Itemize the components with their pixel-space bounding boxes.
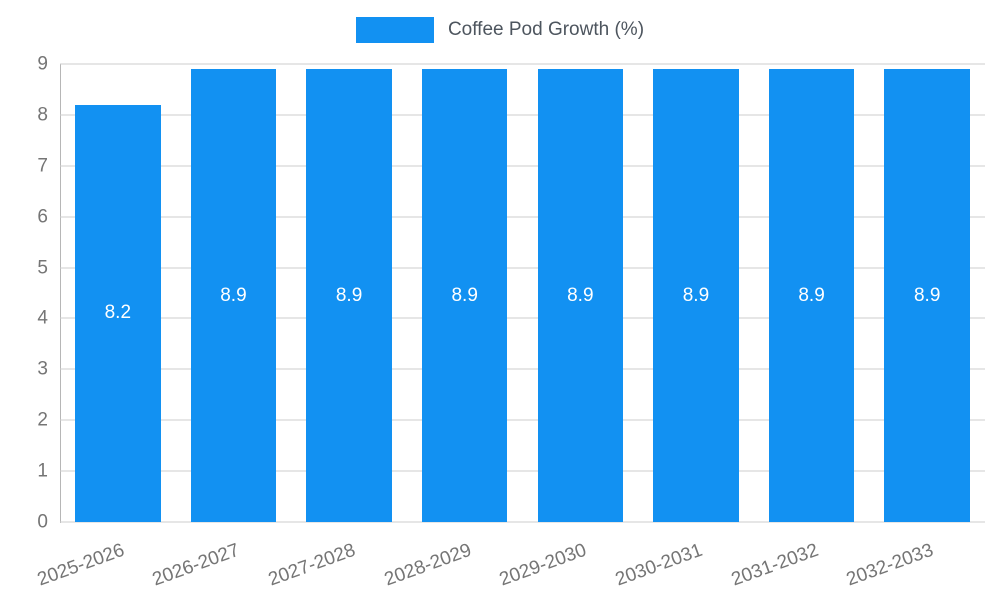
bar-value-label: 8.9 xyxy=(451,284,478,306)
x-tick-label: 2031-2032 xyxy=(728,539,821,591)
gridline xyxy=(60,165,985,167)
bar-value-label: 8.2 xyxy=(104,302,132,324)
x-tick-label: 2025-2026 xyxy=(34,539,128,591)
bar-value-label: 8.9 xyxy=(220,284,247,306)
bar-2027-2028[interactable]: 8.9 xyxy=(306,69,392,522)
x-axis: 2025-2026 2026-2027 2027-2028 2028-2029 2029… xyxy=(35,530,985,600)
bar-value-label: 8.9 xyxy=(567,284,594,306)
bar-value-label: 8.9 xyxy=(798,284,825,306)
gridline xyxy=(60,267,985,269)
bar-2030-2031[interactable]: 8.9 xyxy=(653,69,739,522)
bar-2031-2032[interactable]: 8.9 xyxy=(768,69,855,522)
x-tick-label: 2030-2031 xyxy=(612,539,706,591)
bar-2025-2026[interactable]: 8.2 xyxy=(75,104,161,522)
bar-2026-2027[interactable]: 8.9 xyxy=(190,69,277,522)
y-tick-label: 8 xyxy=(37,104,48,126)
chart-legend: Coffee Pod Growth (%) xyxy=(0,17,1000,43)
bar-2029-2030[interactable]: 8.9 xyxy=(537,69,624,522)
x-tick-label: 2028-2029 xyxy=(381,539,474,591)
gridline xyxy=(60,216,985,218)
y-tick-label: 5 xyxy=(37,257,48,279)
gridline xyxy=(60,419,985,421)
y-tick-label: 4 xyxy=(37,307,48,329)
y-tick-label: 9 xyxy=(37,53,48,75)
gridline xyxy=(60,521,985,523)
y-tick-label: 7 xyxy=(37,155,48,177)
y-tick-label: 3 xyxy=(37,358,48,380)
bar-2032-2033[interactable]: 8.9 xyxy=(884,69,970,522)
gridline xyxy=(60,368,985,370)
gridline xyxy=(60,114,985,116)
gridline xyxy=(60,63,985,65)
x-tick-label: 2032-2033 xyxy=(843,539,937,591)
y-axis-line xyxy=(60,64,61,523)
legend-label: Coffee Pod Growth (%) xyxy=(447,19,645,40)
bar-2028-2029[interactable]: 8.9 xyxy=(421,69,508,522)
bar-value-label: 8.9 xyxy=(682,284,710,306)
plot-area: 8.2 8.9 8.9 8.9 8.9 8.9 8.9 8.9 xyxy=(60,63,985,523)
y-tick-label: 1 xyxy=(37,460,48,482)
x-tick-label: 2029-2030 xyxy=(497,539,590,591)
x-tick-label: 2026-2027 xyxy=(150,539,243,591)
y-tick-label: 6 xyxy=(37,206,48,228)
x-tick-label: 2027-2028 xyxy=(265,539,359,591)
legend-swatch xyxy=(355,17,434,43)
bar-value-label: 8.9 xyxy=(913,284,941,306)
y-axis: 0 1 2 3 4 5 6 7 8 9 xyxy=(0,55,60,532)
gridline xyxy=(60,470,985,472)
y-tick-label: 0 xyxy=(37,511,48,533)
y-tick-label: 2 xyxy=(37,409,48,431)
bar-value-label: 8.9 xyxy=(335,284,363,306)
gridline xyxy=(60,317,985,319)
